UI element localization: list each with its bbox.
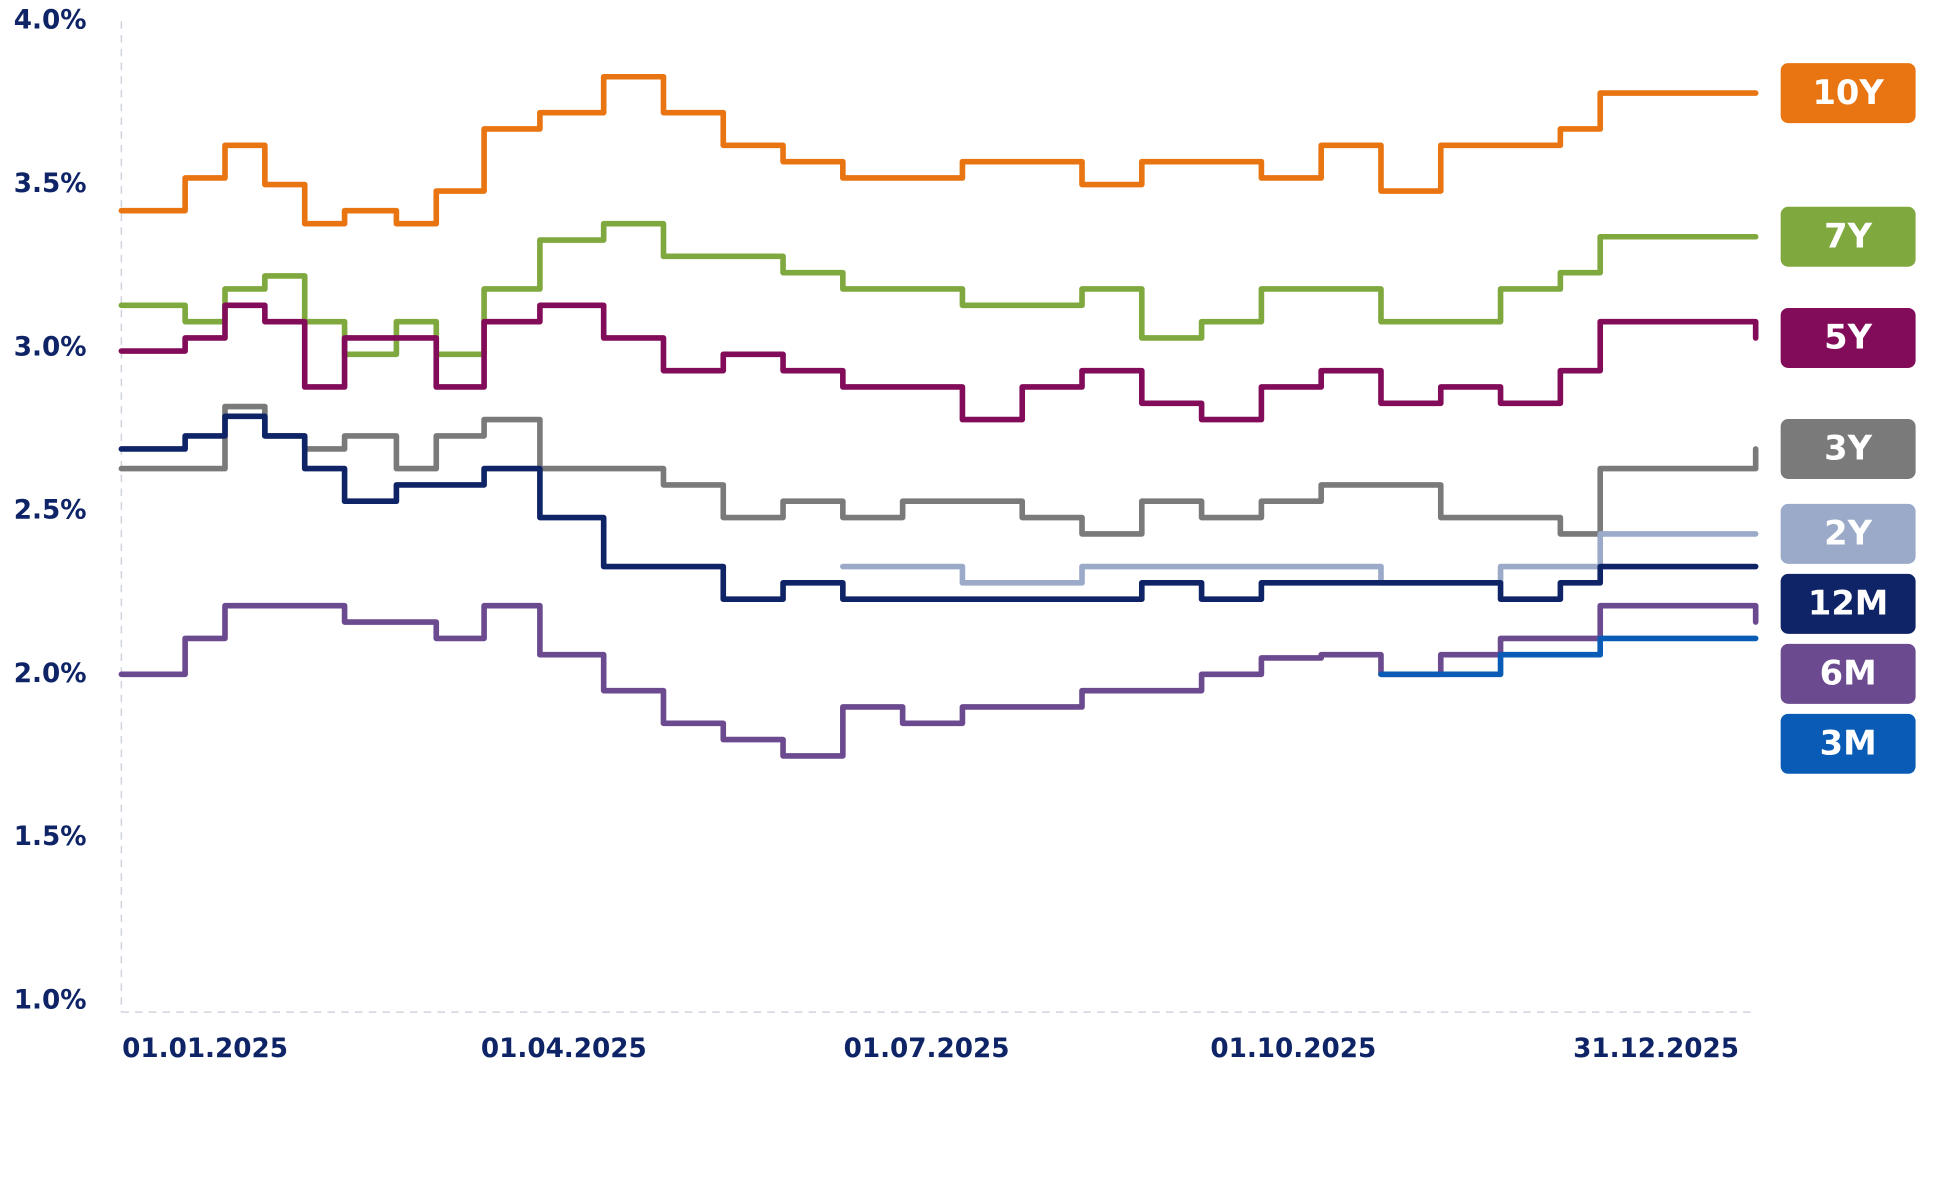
x-tick-label: 01.04.2025: [481, 1034, 647, 1064]
series-line: [118, 302, 1759, 423]
series-line: [118, 602, 1759, 759]
legend-tag: [1780, 63, 1916, 124]
series-line: [118, 403, 1759, 537]
legend-item: 3Y: [1780, 419, 1916, 479]
legend-tag: [1780, 307, 1916, 368]
series-line: [118, 73, 1759, 227]
series-line: [118, 220, 1759, 358]
y-tick-label: 1.5%: [14, 822, 87, 852]
legend-label: 2Y: [1824, 514, 1872, 553]
legend-item: 12M: [1780, 573, 1916, 634]
y-tick-label: 1.0%: [14, 985, 87, 1015]
y-tick-label: 3.5%: [14, 169, 87, 199]
y-tick-label: 2.0%: [14, 659, 87, 689]
legend-item: 10Y: [1780, 63, 1916, 124]
legend-item: 2Y: [1780, 503, 1916, 564]
y-tick-label: 3.0%: [14, 332, 87, 362]
legend-label: 12M: [1808, 584, 1888, 623]
series-line: [840, 531, 1759, 586]
legend-tag: [1780, 206, 1916, 267]
legend-label: 7Y: [1824, 217, 1872, 256]
series-line: [1378, 635, 1759, 678]
legend-item: 3M: [1780, 713, 1916, 774]
x-tick-label: 01.07.2025: [844, 1034, 1010, 1064]
y-tick-label: 4.0%: [14, 6, 87, 36]
legend-label: 5Y: [1824, 318, 1872, 357]
legend-label: 10Y: [1812, 73, 1884, 112]
legend-tag: [1780, 643, 1916, 704]
legend-tag: [1780, 713, 1916, 774]
legend-item: 7Y: [1780, 206, 1916, 267]
legend-tag: [1780, 573, 1916, 634]
x-tick-label: 01.01.2025: [122, 1034, 288, 1064]
axes: [120, 21, 1756, 1013]
legend-label: 6M: [1820, 654, 1877, 693]
legend-item: 6M: [1780, 643, 1916, 704]
series-line: [118, 413, 1759, 603]
x-tick-label: 01.10.2025: [1210, 1034, 1376, 1064]
legend-tag: [1780, 503, 1916, 564]
legend-label: 3Y: [1824, 429, 1872, 468]
legend-label: 3M: [1820, 724, 1877, 763]
legend-tag: [1780, 419, 1916, 479]
y-tick-label: 2.5%: [14, 496, 87, 526]
legend-item: 5Y: [1780, 307, 1916, 368]
x-tick-label: 31.12.2025: [1573, 1034, 1739, 1064]
